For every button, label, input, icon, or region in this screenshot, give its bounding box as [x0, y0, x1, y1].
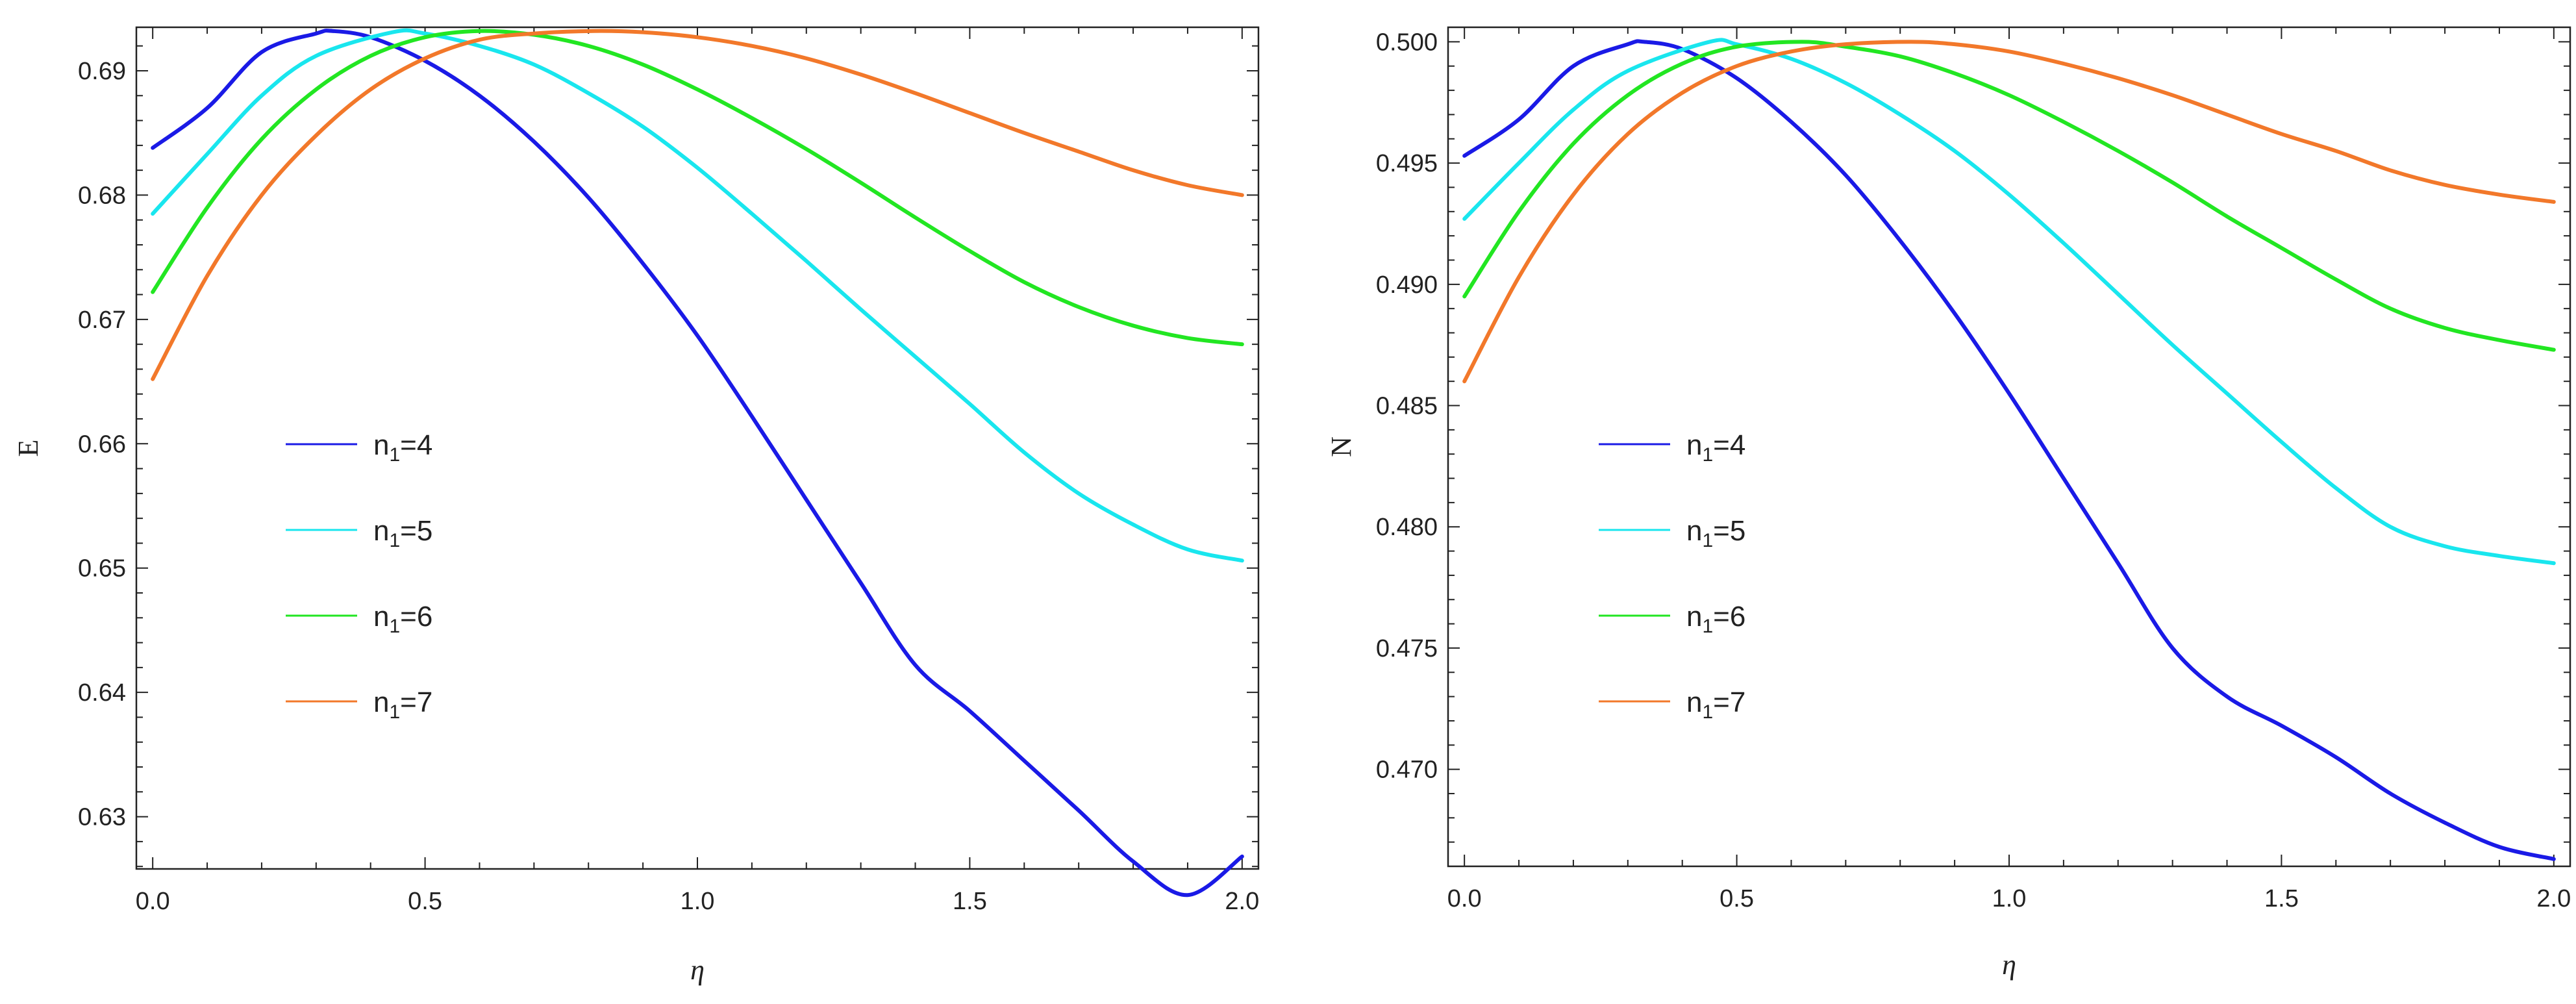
y-tick-label: 0.480 [1376, 514, 1438, 541]
y-tick-label: 0.475 [1376, 635, 1438, 662]
y-tick-label: 0.67 [78, 307, 126, 334]
y-tick-label: 0.65 [78, 555, 126, 583]
x-tick-label: 2.0 [2536, 885, 2571, 912]
chart-panel-2: 0.0 0.5 1.0 1.5 2.0 0.470 0.475 0.480 0.485 0.490… [1325, 26, 2571, 981]
x-tick-label: 0.0 [1447, 885, 1482, 912]
y-tick-label: 0.64 [78, 679, 126, 707]
y-axis-title: N [1325, 436, 1357, 457]
y-tick-label: 0.490 [1376, 271, 1438, 299]
y-axis-title: E [12, 440, 44, 457]
x-tick-label: 0.5 [1719, 885, 1754, 912]
legend-label-n1=7: n1=7 [1686, 686, 1745, 723]
y-tick-label: 0.69 [78, 58, 126, 85]
x-tick-label: 1.0 [681, 888, 715, 915]
chart-panel-1: 0.0 0.5 1.0 1.5 2.0 0.63 0.64 0.65 0.66 0.67 0.68 0… [12, 26, 1260, 986]
series-line-n1=4 [151, 29, 1244, 897]
series-line-n1=4 [1462, 39, 2556, 861]
x-axis-title: η [690, 954, 705, 986]
legend-label-n1=4: n1=4 [1686, 429, 1745, 466]
x-tick-label: 2.0 [1225, 888, 1259, 915]
x-axis-title: η [2002, 949, 2016, 981]
y-tick-label: 0.495 [1376, 150, 1438, 177]
plot-frame [1447, 26, 2571, 868]
y-tick-label: 0.63 [78, 804, 126, 831]
y-tick-label: 0.470 [1376, 757, 1438, 784]
series-line-n1=5 [1462, 38, 2556, 566]
x-tick-label: 1.0 [1992, 885, 2027, 912]
y-tick-label: 0.66 [78, 431, 126, 458]
y-tick-label: 0.500 [1376, 29, 1438, 56]
legend-label-n1=5: n1=5 [1686, 515, 1745, 551]
series-line-n1=5 [151, 28, 1244, 563]
legend-label-n1=5: n1=5 [373, 515, 432, 551]
series-line-n1=6 [151, 29, 1244, 347]
series-line-n1=7 [1462, 40, 2556, 384]
x-tick-label: 0.5 [408, 888, 442, 915]
y-tick-label: 0.68 [78, 182, 126, 209]
legend-label-n1=6: n1=6 [1686, 601, 1745, 637]
x-tick-label: 1.5 [2264, 885, 2299, 912]
legend-label-n1=7: n1=7 [373, 686, 432, 723]
x-tick-label: 1.5 [953, 888, 987, 915]
legend-label-n1=4: n1=4 [373, 429, 432, 466]
legend-label-n1=6: n1=6 [373, 601, 432, 637]
series-line-n1=7 [151, 29, 1244, 381]
y-tick-label: 0.485 [1376, 393, 1438, 420]
x-tick-label: 0.0 [136, 888, 170, 915]
series-line-n1=6 [1462, 40, 2556, 352]
